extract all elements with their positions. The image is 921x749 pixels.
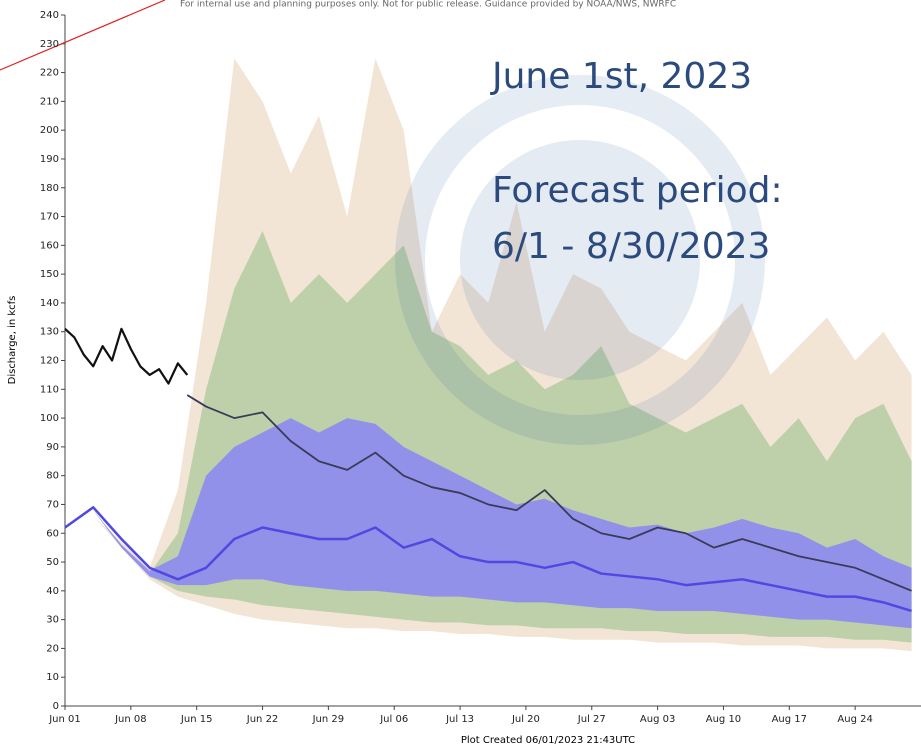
x-tick-label: Jun 29 (312, 714, 345, 725)
y-tick-label: 100 (40, 413, 59, 424)
y-tick-label: 30 (46, 615, 59, 626)
pointer-line (0, 0, 166, 71)
trace-line (64, 506, 912, 613)
y-tick-label: 150 (40, 269, 59, 280)
ensemble-band (65, 418, 912, 629)
y-tick-label: 140 (40, 298, 59, 309)
annotation: June 1st, 2023 (490, 56, 752, 97)
annotation: 6/1 - 8/30/2023 (492, 226, 770, 267)
annotation: Forecast period: (492, 170, 783, 211)
trace-line (64, 327, 189, 385)
y-tick-label: 0 (53, 701, 59, 712)
y-tick-label: 20 (46, 643, 59, 654)
y-tick-label: 230 (40, 39, 59, 50)
y-tick-label: 80 (46, 471, 59, 482)
x-axis-label: Plot Created 06/01/2023 21:43UTC (461, 735, 635, 746)
y-tick-label: 60 (46, 528, 59, 539)
x-tick-label: Aug 10 (706, 714, 741, 725)
y-tick-label: 120 (40, 356, 59, 367)
watermark (395, 75, 765, 445)
x-tick-label: Jun 01 (48, 714, 81, 725)
notice: For internal use and planning purposes o… (180, 0, 676, 10)
x-tick-label: Aug 03 (640, 714, 675, 725)
y-tick-label: 220 (40, 68, 59, 79)
x-tick-label: Aug 17 (772, 714, 807, 725)
trace-line (186, 394, 912, 592)
y-tick-label: 90 (46, 442, 59, 453)
y-tick-label: 50 (46, 557, 59, 568)
y-tick-label: 40 (46, 586, 59, 597)
y-tick-label: 130 (40, 327, 59, 338)
x-tick-label: Jul 27 (577, 714, 606, 725)
y-tick-label: 10 (46, 672, 59, 683)
y-tick-label: 110 (40, 384, 59, 395)
y-tick-label: 170 (40, 212, 59, 223)
x-tick-label: Jul 20 (511, 714, 540, 725)
x-tick-label: Jun 08 (114, 714, 147, 725)
y-tick-label: 180 (40, 183, 59, 194)
y-axis-label: Discharge, in kcfs (7, 296, 18, 385)
x-tick-label: Jun 15 (180, 714, 213, 725)
x-tick-label: Aug 24 (837, 714, 872, 725)
y-tick-label: 200 (40, 125, 59, 136)
y-tick-label: 190 (40, 154, 59, 165)
y-tick-label: 210 (40, 96, 59, 107)
y-tick-label: 240 (40, 10, 59, 21)
x-tick-label: Jun 22 (246, 714, 279, 725)
y-tick-label: 160 (40, 240, 59, 251)
x-tick-label: Jul 06 (379, 714, 408, 725)
y-tick-label: 70 (46, 499, 59, 510)
x-tick-label: Jul 13 (445, 714, 474, 725)
plot-area (61, 14, 921, 710)
